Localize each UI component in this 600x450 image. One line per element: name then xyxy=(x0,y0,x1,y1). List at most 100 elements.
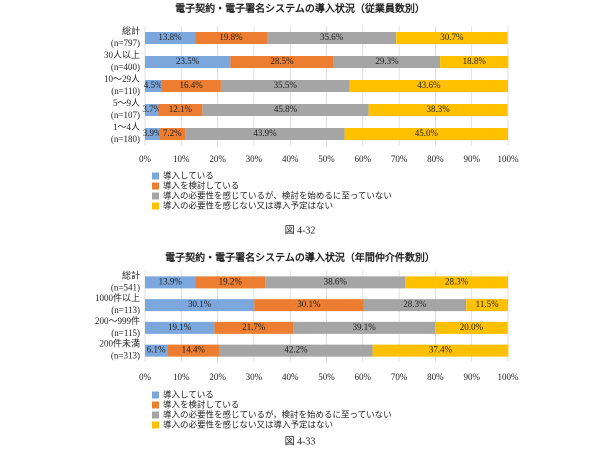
bar-segment xyxy=(363,299,467,312)
value-label: 42.2% xyxy=(284,345,308,355)
legend-swatch xyxy=(152,172,159,180)
category-note: (n=180) xyxy=(111,134,140,144)
bar-segment xyxy=(185,128,345,140)
x-tick-label: 30% xyxy=(246,154,263,164)
x-tick-label: 0% xyxy=(139,154,152,164)
bar-segment xyxy=(344,128,508,140)
legend-swatch xyxy=(152,401,159,409)
category-label: 10～29人 xyxy=(104,74,140,84)
bar-segment xyxy=(145,128,160,140)
category-label: 総計 xyxy=(122,269,140,280)
category-label: 200件未満 xyxy=(99,338,140,349)
value-label: 19.1% xyxy=(168,322,192,332)
category-label: 1000件以上 xyxy=(95,292,140,303)
bar-segment xyxy=(333,56,441,68)
value-label: 45.8% xyxy=(274,104,298,114)
value-label: 35.5% xyxy=(274,80,298,90)
value-label: 45.0% xyxy=(415,128,439,138)
bar-segment xyxy=(435,321,508,334)
value-label: 39.1% xyxy=(352,322,376,332)
bar-segment xyxy=(266,32,397,44)
value-label: 19.2% xyxy=(219,276,243,286)
bar-segment xyxy=(145,32,196,44)
value-label: 19.8% xyxy=(219,32,243,42)
category-note: (n=400) xyxy=(111,62,140,72)
x-tick-label: 60% xyxy=(355,372,372,382)
bar-segment xyxy=(145,299,255,312)
bar-segment xyxy=(195,276,266,289)
x-tick-label: 70% xyxy=(391,372,408,382)
value-label: 20.0% xyxy=(460,322,484,332)
legend-swatch xyxy=(152,202,159,210)
value-label: 6.1% xyxy=(147,345,166,355)
bar-segment xyxy=(368,104,508,116)
legend-label: 導入の必要性を感じない又は導入予定はない xyxy=(163,201,333,212)
legend-swatch xyxy=(152,391,159,399)
bar-segment xyxy=(145,321,215,334)
value-label: 43.6% xyxy=(417,80,441,90)
bar-segment xyxy=(293,321,436,334)
value-label: 18.8% xyxy=(463,56,487,66)
bar-segment xyxy=(219,344,373,357)
legend-label: 導入の必要性を感じない又は導入予定はない xyxy=(163,420,333,431)
legend-swatch xyxy=(152,192,159,200)
chart-title: 電子契約・電子署名システムの導入状況（従業員数別） xyxy=(175,2,425,15)
value-label: 12.1% xyxy=(169,104,193,114)
chart-title: 電子契約・電子署名システムの導入状況（年間仲介件数別） xyxy=(165,251,435,264)
value-label: 43.9% xyxy=(253,128,277,138)
x-tick-label: 10% xyxy=(173,372,190,382)
legend-swatch xyxy=(152,421,159,429)
category-note: (n=110) xyxy=(111,86,140,96)
value-label: 38.3% xyxy=(426,104,450,114)
bar-segment xyxy=(145,56,231,68)
category-label: 200～999件 xyxy=(95,315,140,326)
x-tick-label: 50% xyxy=(318,372,335,382)
bar-segment xyxy=(466,299,508,312)
value-label: 28.5% xyxy=(270,56,294,66)
x-tick-label: 30% xyxy=(246,372,263,382)
value-label: 21.7% xyxy=(242,322,266,332)
category-note: (n=107) xyxy=(111,110,140,120)
x-tick-label: 10% xyxy=(173,154,190,164)
value-label: 28.3% xyxy=(403,299,427,309)
bar-segment xyxy=(396,32,508,44)
category-label: 30人以上 xyxy=(104,50,140,60)
bar-segment xyxy=(145,344,168,357)
category-label: 5～9人 xyxy=(113,98,140,108)
value-label: 28.3% xyxy=(445,276,469,286)
bar-segment xyxy=(145,104,159,116)
category-note: (n=541) xyxy=(111,282,140,292)
category-label: 総計 xyxy=(122,25,140,36)
legend-swatch xyxy=(152,411,159,419)
category-note: (n=797) xyxy=(111,38,140,48)
x-tick-label: 90% xyxy=(463,372,480,382)
figure-caption: 図 4-32 xyxy=(285,224,316,236)
legend-swatch xyxy=(152,182,159,190)
bar-segment xyxy=(230,56,334,68)
x-tick-label: 60% xyxy=(355,154,372,164)
value-label: 3.9% xyxy=(143,128,162,138)
bar-segment xyxy=(145,276,196,289)
figure-caption: 図 4-33 xyxy=(285,435,316,447)
bar-segment xyxy=(195,32,267,44)
bar-segment xyxy=(265,276,406,289)
bar-segment xyxy=(145,80,162,92)
legend-label: 導入を検討している xyxy=(163,400,239,411)
value-label: 4.5% xyxy=(144,80,163,90)
legend-label: 導入を検討している xyxy=(163,181,239,192)
x-tick-label: 100% xyxy=(498,372,520,382)
bar-segment xyxy=(161,80,221,92)
value-label: 38.6% xyxy=(324,276,348,286)
value-label: 29.3% xyxy=(375,56,399,66)
category-note: (n=113) xyxy=(111,305,140,315)
value-label: 13.8% xyxy=(158,32,182,42)
category-note: (n=115) xyxy=(111,328,140,338)
category-note: (n=313) xyxy=(111,351,140,361)
x-tick-label: 100% xyxy=(498,154,520,164)
x-tick-label: 40% xyxy=(282,154,299,164)
bar-segment xyxy=(167,344,220,357)
value-label: 7.2% xyxy=(163,128,182,138)
bar-segment xyxy=(220,80,350,92)
bar-segment xyxy=(372,344,509,357)
